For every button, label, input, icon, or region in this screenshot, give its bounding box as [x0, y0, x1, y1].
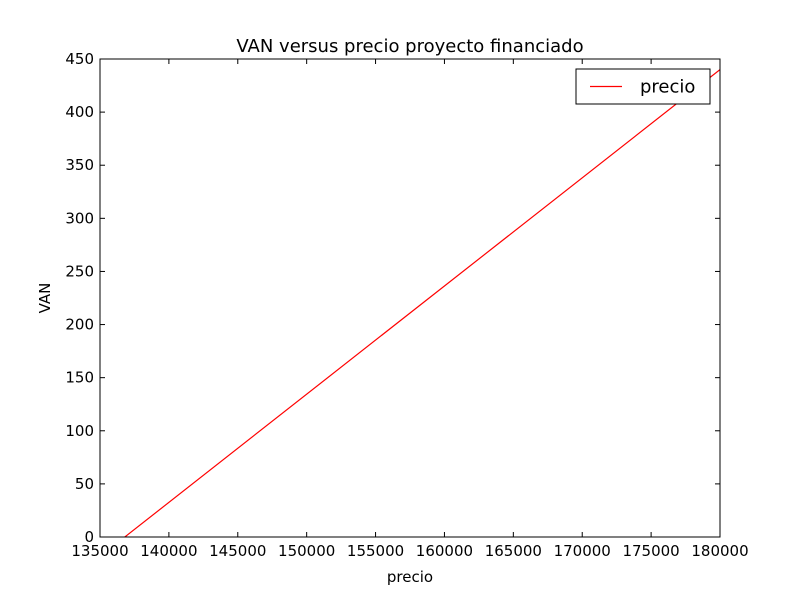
x-tick-label: 145000 — [209, 542, 266, 560]
plot-area — [124, 69, 720, 537]
x-tick-label: 165000 — [485, 542, 542, 560]
x-axis-label: precio — [387, 568, 433, 586]
y-tick-label: 450 — [65, 50, 94, 68]
y-tick-label: 200 — [65, 316, 94, 334]
legend-label-0: precio — [640, 77, 695, 98]
x-tick-label: 175000 — [622, 542, 679, 560]
y-tick-label: 150 — [65, 369, 94, 387]
x-tick-label: 140000 — [140, 542, 197, 560]
y-tick-label: 350 — [65, 156, 94, 174]
y-axis-label: VAN — [36, 283, 54, 314]
x-tick-label: 160000 — [416, 542, 473, 560]
y-tick-label: 0 — [84, 528, 94, 546]
x-tick-label: 180000 — [691, 542, 748, 560]
legend: precio — [575, 68, 711, 105]
x-tick-label: 155000 — [347, 542, 404, 560]
y-tick-label: 50 — [75, 475, 94, 493]
x-tick-label: 150000 — [278, 542, 335, 560]
y-tick-label: 100 — [65, 422, 94, 440]
y-tick-label: 250 — [65, 262, 94, 280]
x-tick-label: 170000 — [554, 542, 611, 560]
plot-frame — [99, 58, 721, 538]
axes: 135000 140000 145000 150000 155000 160000 1650… — [65, 50, 748, 560]
x-tick-label: 135000 — [71, 542, 128, 560]
series-line-0 — [124, 69, 720, 537]
y-tick-label: 300 — [65, 209, 94, 227]
y-tick-label: 400 — [65, 103, 94, 121]
chart-title: VAN versus precio proyecto financiado — [236, 36, 583, 57]
